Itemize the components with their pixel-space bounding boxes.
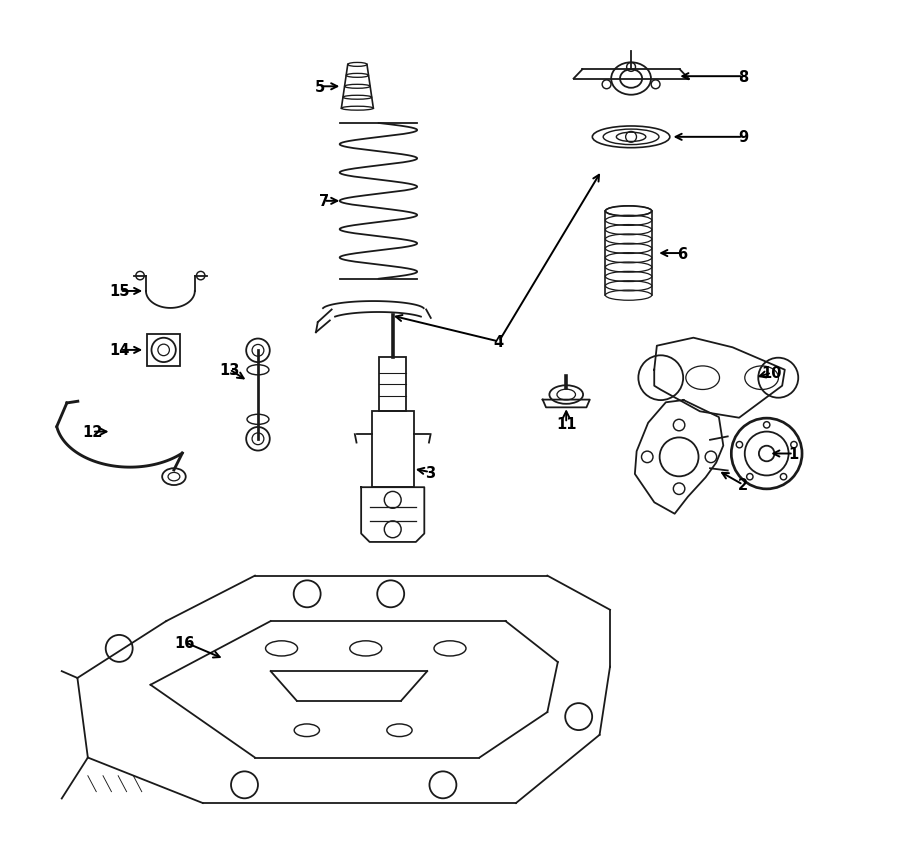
Text: 7: 7 xyxy=(319,194,328,209)
Text: 1: 1 xyxy=(788,446,799,462)
Text: 8: 8 xyxy=(738,69,748,84)
Text: 16: 16 xyxy=(175,635,195,650)
Text: 2: 2 xyxy=(738,478,748,493)
Text: 10: 10 xyxy=(761,365,782,381)
Text: 4: 4 xyxy=(494,334,504,349)
Text: 5: 5 xyxy=(314,79,325,95)
Text: 14: 14 xyxy=(110,343,130,358)
Text: 12: 12 xyxy=(82,425,103,440)
Text: 11: 11 xyxy=(556,416,577,431)
Text: 13: 13 xyxy=(220,362,239,377)
Text: 9: 9 xyxy=(738,130,748,145)
Text: 3: 3 xyxy=(425,465,435,480)
Text: 6: 6 xyxy=(678,246,688,262)
Text: 15: 15 xyxy=(110,284,130,299)
